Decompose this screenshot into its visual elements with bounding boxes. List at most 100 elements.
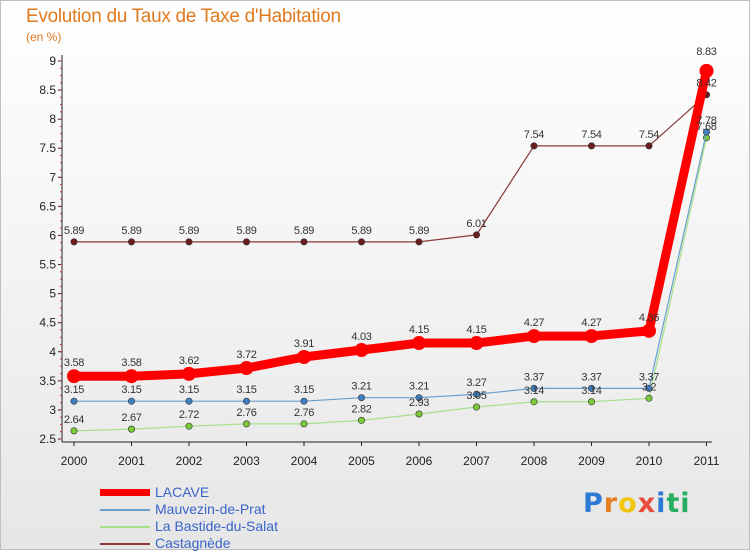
y-tick-label: 9 (49, 54, 56, 68)
logo-letter: i (680, 488, 691, 519)
x-tick-label: 2010 (636, 454, 663, 468)
data-label: 4.03 (351, 331, 371, 343)
series-point-2 (70, 427, 78, 435)
y-tick-label: 3.5 (39, 374, 56, 388)
data-label: 3.37 (639, 371, 659, 383)
series-line-0 (69, 66, 711, 381)
series-point-0 (67, 369, 81, 384)
data-label: 2.76 (294, 407, 314, 419)
data-label: 7.78 (696, 115, 716, 127)
series-point-3 (70, 238, 78, 246)
data-label: 3.15 (121, 384, 141, 396)
y-tick-label: 8 (49, 112, 56, 126)
series-line-2 (73, 137, 708, 432)
data-label: 3.21 (409, 381, 429, 393)
data-label: 3.05 (466, 390, 486, 402)
legend-label-mauvezin: Mauvezin-de-Prat (155, 501, 266, 517)
data-label: 3.27 (466, 377, 486, 389)
data-label: 5.89 (64, 225, 84, 237)
series-point-3 (300, 238, 308, 246)
x-tick-label: 2005 (348, 454, 375, 468)
series-point-1 (645, 384, 653, 392)
series-point-2 (587, 398, 595, 406)
series-point-1 (702, 128, 710, 136)
series-point-2 (128, 425, 136, 433)
y-tick-label: 4 (49, 345, 56, 359)
data-label: 5.89 (121, 225, 141, 237)
data-label: 2.64 (64, 414, 84, 426)
series-point-2 (472, 403, 480, 411)
legend-swatch-mauvezin (100, 509, 150, 511)
legend-label-lacave: LACAVE (155, 484, 210, 500)
series-point-0 (297, 350, 311, 365)
data-label: 5.89 (351, 225, 371, 237)
series-point-2 (357, 416, 365, 424)
x-tick-label: 2009 (578, 454, 605, 468)
data-label: 3.15 (64, 384, 84, 396)
data-label: 3.14 (581, 385, 601, 397)
series-point-1 (415, 394, 423, 402)
series-point-1 (530, 384, 538, 392)
data-label: 3.62 (179, 355, 199, 367)
series-point-1 (128, 397, 136, 405)
x-tick-label: 2008 (521, 454, 548, 468)
data-label: 3.58 (64, 357, 84, 369)
legend-item-mauvezin: Mauvezin-de-Prat (100, 501, 360, 518)
y-tick-label: 5 (49, 287, 56, 301)
data-label: 5.89 (294, 225, 314, 237)
series-point-3 (128, 238, 136, 246)
data-label: 4.15 (409, 324, 429, 336)
series-point-3 (357, 238, 365, 246)
series-point-1 (357, 394, 365, 402)
series-point-0 (354, 343, 369, 358)
data-label: 7.68 (696, 121, 716, 133)
y-tick-label: 7.5 (39, 141, 56, 155)
data-label: 7.54 (524, 129, 544, 141)
x-tick-label: 2011 (694, 454, 720, 468)
data-label: 7.54 (639, 129, 659, 141)
x-tick-label: 2007 (463, 454, 490, 468)
data-label: 8.83 (696, 46, 716, 58)
logo-letter: t (666, 488, 681, 519)
data-label: 3.91 (294, 338, 314, 350)
series-point-0 (527, 329, 541, 344)
data-label: 3.37 (581, 371, 601, 383)
series-point-1 (70, 397, 78, 405)
series-point-1 (185, 397, 193, 405)
data-label: 2.72 (179, 409, 199, 421)
logo-letter: x (637, 488, 657, 519)
data-label: 7.54 (581, 129, 601, 141)
data-label: 3.14 (524, 385, 544, 397)
logo-letter: P (583, 488, 604, 519)
data-label: 3.72 (236, 349, 256, 361)
data-label: 3.2 (642, 381, 657, 393)
logo-letter: r (603, 488, 619, 519)
series-point-2 (645, 394, 653, 402)
data-label: 5.89 (236, 225, 256, 237)
data-label: 3.15 (294, 384, 314, 396)
logo-letter: i (656, 488, 667, 519)
legend-item-castagnede: Castagnède (100, 535, 360, 552)
data-label: 4.36 (639, 312, 659, 324)
data-label: 5.89 (179, 225, 199, 237)
x-tick-label: 2001 (118, 454, 145, 468)
series-point-3 (243, 238, 251, 246)
data-label: 8.42 (696, 78, 716, 90)
x-tick-label: 2006 (406, 454, 433, 468)
series-point-0 (642, 323, 656, 338)
y-tick-label: 6.5 (39, 199, 56, 213)
data-label: 6.01 (466, 218, 486, 230)
data-label: 4.27 (581, 317, 601, 329)
series-point-2 (415, 410, 423, 418)
legend: LACAVE Mauvezin-de-Prat La Bastide-du-Sa… (100, 484, 360, 552)
legend-swatch-lacave (100, 489, 150, 496)
series-point-1 (243, 397, 251, 405)
x-tick-label: 2003 (233, 454, 260, 468)
series-line-1 (73, 131, 708, 402)
series-point-3 (587, 142, 595, 150)
series-point-0 (124, 369, 139, 384)
series-point-3 (415, 238, 423, 246)
data-label: 4.15 (466, 324, 486, 336)
x-tick-label: 2004 (291, 454, 318, 468)
series-point-0 (469, 336, 484, 351)
